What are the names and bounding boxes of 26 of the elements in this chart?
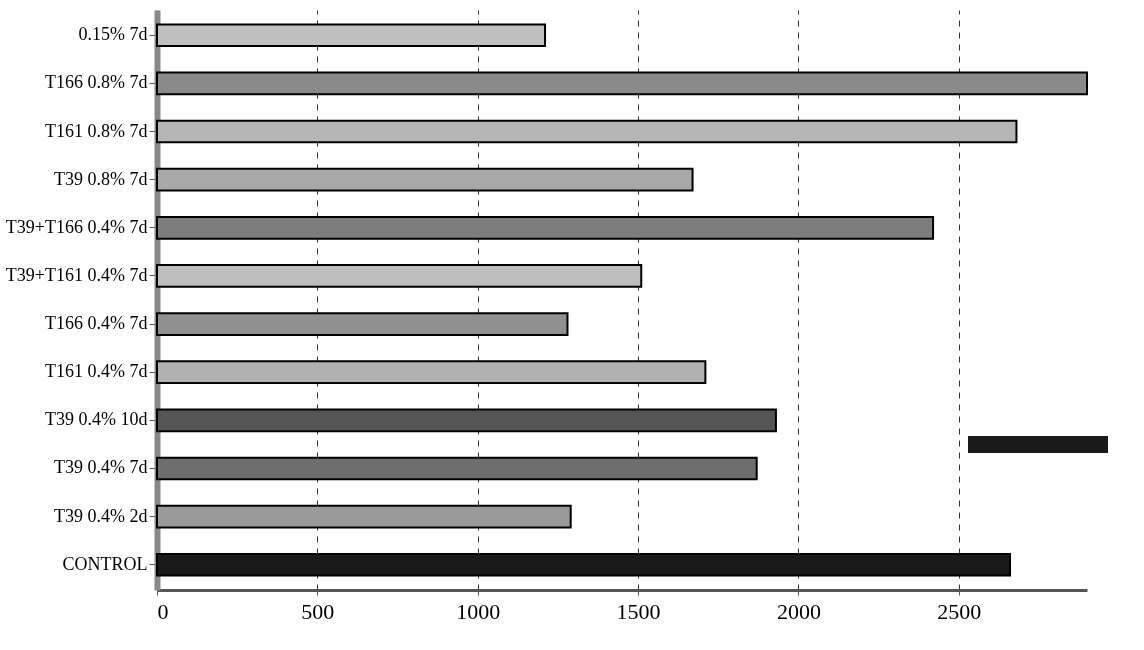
y-tick-label: T161 0.8% 7d (45, 120, 148, 141)
y-tick-label: T39 0.8% 7d (54, 168, 148, 189)
bar (156, 264, 643, 288)
x-tick-label: 500 (301, 598, 335, 624)
y-tick-label: T166 0.8% 7d (45, 72, 148, 93)
x-tick-label: 0 (157, 598, 169, 624)
bar (156, 167, 694, 192)
x-tick-label: 2000 (776, 598, 821, 624)
y-tick-label: T39 0.4% 10d (45, 409, 148, 430)
bar (156, 23, 547, 48)
bar (156, 552, 1012, 577)
x-tick-label: 2500 (937, 598, 982, 624)
y-tick-label: 0.15% 7d (78, 24, 148, 45)
bar (156, 456, 758, 481)
bar (156, 119, 1018, 144)
x-tick-label: 1500 (616, 598, 661, 624)
y-tick-label: CONTROL (62, 553, 148, 574)
bar (156, 504, 572, 529)
y-tick-label: T161 0.4% 7d (45, 361, 148, 382)
y-tick-label: T39+T161 0.4% 7d (5, 264, 148, 285)
y-tick-label: T39 0.4% 2d (54, 505, 148, 526)
y-tick-label: T166 0.4% 7d (45, 313, 148, 334)
y-tick-label: T39 0.4% 7d (54, 457, 148, 478)
bar (156, 360, 707, 385)
x-tick-label: 1000 (456, 598, 501, 624)
y-tick-label: T39+T166 0.4% 7d (5, 216, 148, 237)
